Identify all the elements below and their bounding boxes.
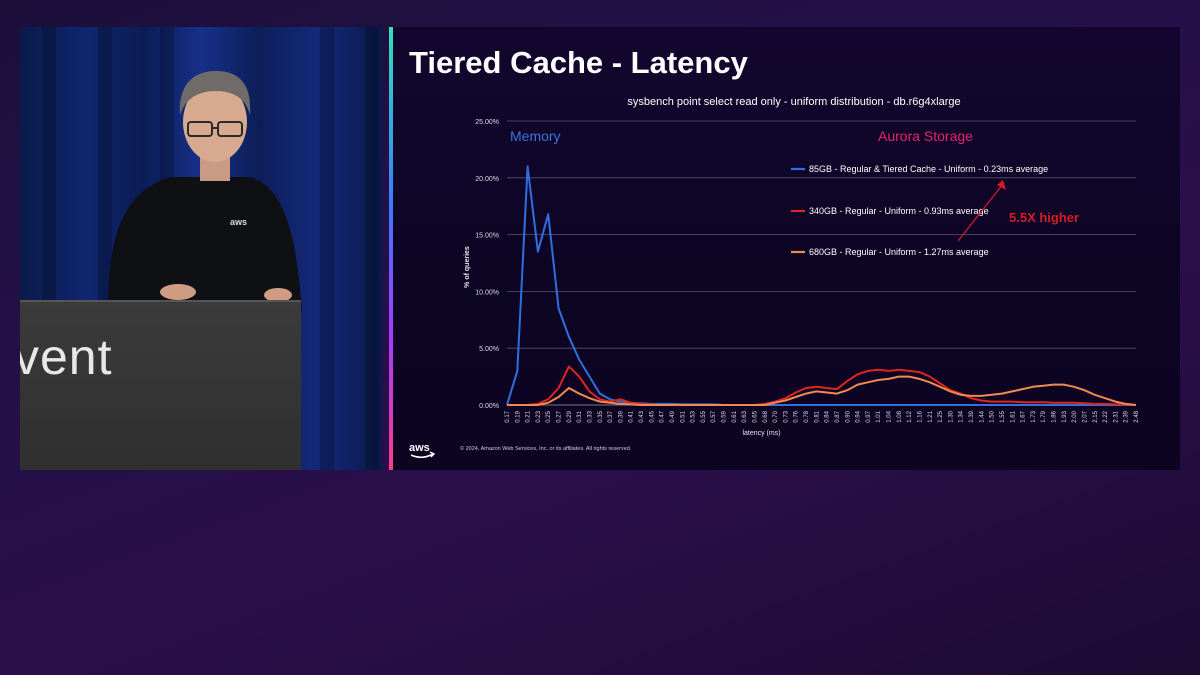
slide-title: Tiered Cache - Latency xyxy=(409,45,748,80)
x-tick-label: 1.44 xyxy=(979,410,985,422)
x-tick-label: 1.01 xyxy=(876,410,882,422)
latency-chart: sysbench point select read only - unifor… xyxy=(464,96,1140,437)
x-tick-label: 1.86 xyxy=(1052,410,1058,422)
x-tick-label: 0.35 xyxy=(598,410,604,422)
annotation-5-5x-higher: 5.5X higher xyxy=(1009,210,1079,225)
x-tick-label: 0.45 xyxy=(649,410,655,422)
x-tick-label: 1.16 xyxy=(917,410,923,422)
aws-smile-icon xyxy=(410,451,436,459)
y-axis-label: % of queries xyxy=(464,246,471,288)
x-tick-label: 0.23 xyxy=(536,410,542,422)
series-line xyxy=(507,375,1137,406)
x-tick-label: 0.27 xyxy=(557,410,563,422)
slide-accent-bar xyxy=(389,27,393,470)
copyright-text: © 2024, Amazon Web Services, Inc. or its… xyxy=(460,446,632,452)
x-tick-label: 1.12 xyxy=(907,410,913,422)
x-tick-label: 0.25 xyxy=(546,410,552,422)
y-tick-label: 5.00% xyxy=(479,346,499,353)
x-tick-label: 1.08 xyxy=(897,410,903,422)
x-tick-label: 2.07 xyxy=(1082,410,1088,422)
x-tick-label: 0.78 xyxy=(804,410,810,422)
x-tick-label: 1.55 xyxy=(1000,410,1006,422)
y-tick-label: 0.00% xyxy=(479,403,499,410)
x-tick-label: 0.81 xyxy=(814,410,820,422)
x-tick-label: 0.76 xyxy=(794,410,800,422)
x-tick-label: 0.57 xyxy=(711,410,717,422)
x-tick-label: 0.37 xyxy=(608,410,614,422)
x-tick-label: 1.93 xyxy=(1062,410,1068,422)
x-tick-label: 1.67 xyxy=(1021,410,1027,422)
x-tick-label: 0.53 xyxy=(691,410,697,422)
curtain-fold xyxy=(365,27,379,470)
x-tick-label: 0.51 xyxy=(680,410,686,422)
x-tick-label: 1.34 xyxy=(959,410,965,422)
x-tick-label: 1.73 xyxy=(1031,410,1037,422)
x-tick-label: 0.90 xyxy=(845,410,851,422)
x-tick-label: 0.70 xyxy=(773,410,779,422)
y-tick-label: 20.00% xyxy=(475,176,499,183)
annotation-memory: Memory xyxy=(510,128,561,144)
x-tick-label: 2.31 xyxy=(1113,410,1119,422)
annotation-aurora-storage: Aurora Storage xyxy=(878,128,973,144)
y-tick-label: 25.00% xyxy=(475,119,499,126)
x-tick-label: 0.63 xyxy=(742,410,748,422)
annotation-arrowhead xyxy=(997,180,1006,190)
series-line xyxy=(507,365,1137,406)
x-tick-label: 2.22 xyxy=(1103,410,1109,422)
x-tick-label: 0.43 xyxy=(639,410,645,422)
x-tick-label: 1.39 xyxy=(969,410,975,422)
x-tick-label: 0.49 xyxy=(670,410,676,422)
x-tick-label: 1.79 xyxy=(1041,410,1047,422)
x-tick-label: 2.48 xyxy=(1134,410,1140,422)
podium-text: vent xyxy=(20,329,113,385)
x-tick-label: 0.19 xyxy=(515,410,521,422)
x-tick-label: 0.61 xyxy=(732,410,738,422)
presenter-figure xyxy=(108,71,302,312)
x-tick-label: 0.68 xyxy=(763,410,769,422)
x-tick-label: 0.87 xyxy=(835,410,841,422)
x-tick-label: 2.39 xyxy=(1124,410,1130,422)
curtain-fold xyxy=(320,27,334,470)
x-tick-label: 2.00 xyxy=(1072,410,1078,422)
aws-logo: aws xyxy=(409,442,437,460)
x-tick-label: 1.50 xyxy=(990,410,996,422)
legend-label: 340GB - Regular - Uniform - 0.93ms avera… xyxy=(809,206,989,216)
shirt-logo: aws xyxy=(230,217,248,227)
legend-label: 680GB - Regular - Uniform - 1.27ms avera… xyxy=(809,247,989,257)
series-line xyxy=(506,165,1136,406)
annotation-arrow xyxy=(957,183,1004,242)
x-tick-label: 0.31 xyxy=(577,410,583,422)
x-tick-label: 0.29 xyxy=(567,410,573,422)
x-tick-label: 1.61 xyxy=(1010,410,1016,422)
x-tick-label: 0.41 xyxy=(629,410,635,422)
x-tick-label: 0.33 xyxy=(587,410,593,422)
x-tick-label: 0.39 xyxy=(618,410,624,422)
x-tick-label: 1.04 xyxy=(887,410,893,422)
x-tick-label: 0.55 xyxy=(701,410,707,422)
x-tick-label: 0.84 xyxy=(825,410,831,422)
podium: vent xyxy=(20,300,301,470)
x-tick-label: 0.59 xyxy=(722,410,728,422)
y-tick-label: 15.00% xyxy=(475,233,499,240)
x-tick-label: 0.47 xyxy=(660,410,666,422)
y-tick-label: 10.00% xyxy=(475,289,499,296)
x-tick-label: 0.94 xyxy=(856,410,862,422)
x-tick-label: 2.15 xyxy=(1093,410,1099,422)
x-tick-label: 1.30 xyxy=(948,410,954,422)
x-tick-label: 1.25 xyxy=(938,410,944,422)
presenter-video: aws vent xyxy=(20,27,382,470)
legend-label: 85GB - Regular & Tiered Cache - Uniform … xyxy=(809,164,1048,174)
x-tick-label: 0.97 xyxy=(866,410,872,422)
x-axis-label: latency (ms) xyxy=(742,430,780,437)
x-tick-label: 0.21 xyxy=(526,410,532,422)
slide: Tiered Cache - Latency sysbench point se… xyxy=(389,27,1180,470)
x-tick-label: 0.73 xyxy=(783,410,789,422)
x-tick-label: 1.21 xyxy=(928,410,934,422)
chart-title: sysbench point select read only - unifor… xyxy=(627,96,960,108)
x-tick-label: 0.17 xyxy=(505,410,511,422)
x-tick-label: 0.65 xyxy=(752,410,758,422)
